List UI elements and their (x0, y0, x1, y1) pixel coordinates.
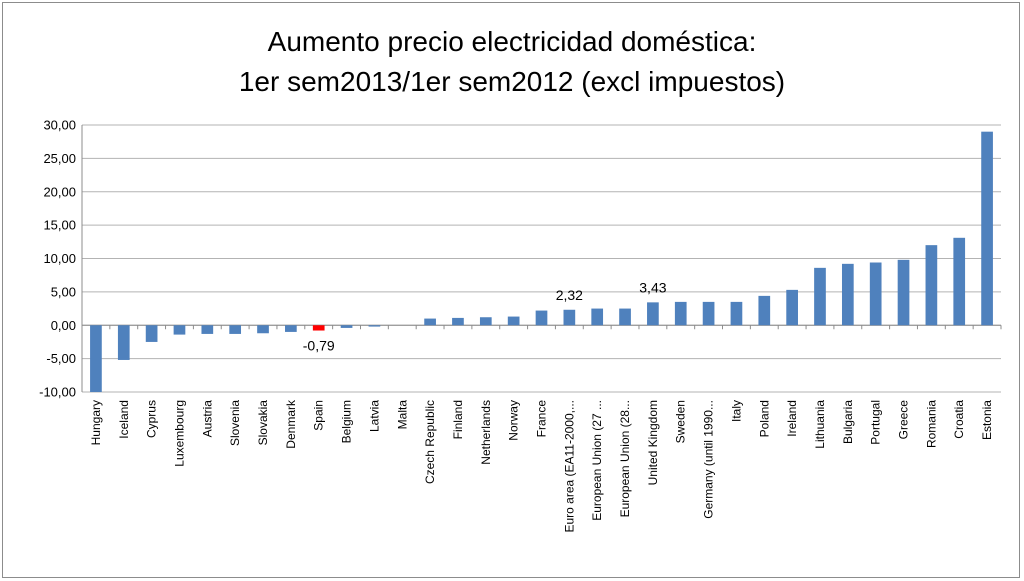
x-tick-label: United Kingdom (646, 400, 660, 485)
x-tick-label: Ireland (785, 400, 799, 437)
bar (674, 301, 687, 326)
x-tick-label: Euro area (EA11-2000,... (562, 400, 576, 533)
x-tick-label: Luxembourg (172, 400, 186, 467)
x-tick-label: Hungary (89, 400, 103, 445)
x-tick-label: Poland (757, 400, 771, 437)
x-tick-label: France (535, 400, 549, 438)
y-tick-label: 25,00 (43, 151, 76, 166)
chart-title-line1: Aumento precio electricidad doméstica: (267, 26, 757, 57)
x-tick-label: Slovakia (256, 400, 270, 446)
bar (229, 325, 242, 334)
bar (647, 302, 659, 326)
x-tick-label: Cyprus (145, 400, 159, 438)
bar (535, 310, 548, 326)
bar (591, 308, 604, 326)
y-tick-label: -5,00 (46, 351, 76, 366)
bar (285, 325, 297, 332)
x-tick-label: Czech Republic (423, 400, 437, 484)
bar (424, 318, 436, 326)
x-tick-label: Slovenia (228, 400, 242, 446)
bar (981, 131, 993, 326)
x-tick-label: Netherlands (479, 400, 493, 465)
chart-title: Aumento precio electricidad doméstica: 1… (0, 22, 1024, 102)
bar (758, 295, 771, 326)
x-tick-label: Germany (until 1990... (702, 400, 716, 519)
y-tick-label: 0,00 (51, 318, 76, 333)
y-tick-label: 20,00 (43, 184, 76, 199)
x-tick-label: Romania (924, 400, 938, 448)
x-tick-label: European Union (27 ... (590, 400, 604, 521)
y-tick-label: -10,00 (39, 385, 76, 400)
bar (619, 308, 631, 326)
x-tick-label: Austria (200, 400, 214, 438)
x-tick-label: Denmark (284, 399, 298, 449)
x-tick-label: Norway (507, 400, 521, 441)
x-tick-label: Sweden (674, 400, 688, 443)
x-tick-label: Lithuania (813, 400, 827, 449)
bar (841, 263, 854, 326)
x-tick-label: Malta (395, 400, 409, 430)
bar (368, 325, 381, 327)
x-tick-label: Belgium (340, 400, 354, 443)
y-tick-label: 15,00 (43, 218, 76, 233)
bar (340, 325, 353, 328)
bar (925, 245, 938, 326)
bar (117, 325, 130, 360)
bar (563, 309, 576, 326)
y-tick-label: 10,00 (43, 251, 76, 266)
data-label: 2,32 (556, 287, 583, 303)
bar (312, 325, 325, 331)
x-tick-label: Croatia (952, 400, 966, 439)
bar (201, 325, 214, 334)
bar (145, 325, 158, 342)
x-tick-label: Finland (451, 400, 465, 439)
x-tick-label: Portugal (869, 400, 883, 445)
bar (452, 317, 464, 326)
x-tick-label: Latvia (367, 400, 381, 432)
bar (90, 325, 102, 392)
bar (479, 317, 492, 326)
x-tick-label: Spain (312, 400, 326, 431)
bar (953, 237, 966, 326)
bar (257, 325, 269, 334)
x-tick-label: Estonia (980, 400, 994, 440)
bar (507, 316, 520, 326)
bar (786, 289, 798, 326)
y-tick-label: 30,00 (43, 118, 76, 133)
bar (173, 325, 186, 335)
bar (814, 267, 826, 326)
x-tick-label: Greece (897, 400, 911, 440)
data-label: -0,79 (303, 338, 335, 354)
chart-title-line2: 1er sem2013/1er sem2012 (excl impuestos) (238, 66, 786, 97)
x-tick-label: Iceland (117, 400, 131, 439)
y-tick-label: 5,00 (51, 284, 76, 299)
x-tick-label: European Union (28... (618, 400, 632, 517)
bar (730, 301, 743, 326)
bar (702, 301, 715, 326)
x-tick-label: Bulgaria (841, 400, 855, 444)
bar (897, 259, 910, 326)
bar (869, 262, 882, 326)
x-tick-label: Italy (729, 400, 743, 422)
data-label: 3,43 (639, 279, 666, 295)
